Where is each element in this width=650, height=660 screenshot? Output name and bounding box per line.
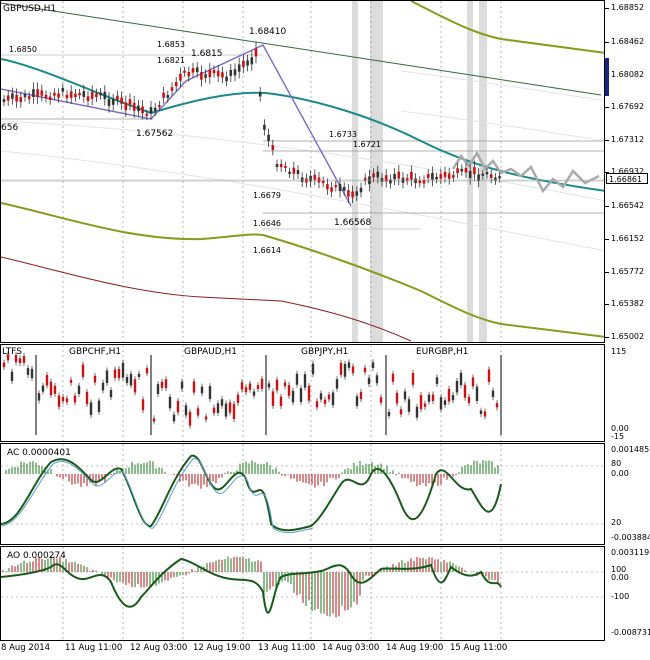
time-label: 8 Aug 2014 xyxy=(1,643,51,653)
current-price-tag: 1.66861 xyxy=(606,173,648,184)
scale-label: 80 xyxy=(611,459,622,468)
ltfs-pane[interactable]: LTFS GBPCHF,H1 GBPAUD,H1 GBPJPY,H1 EURGB… xyxy=(0,344,605,442)
ao-histogram xyxy=(2,556,499,618)
ac-canvas xyxy=(1,444,604,544)
ao-pane[interactable]: AO 0.000274 xyxy=(0,546,605,641)
level-label: 1.6850 xyxy=(9,45,37,54)
main-price-scale[interactable]: 1.68852 1.68462 1.68082 1.67692 1.67312 … xyxy=(605,0,650,343)
level-label: 1.6614 xyxy=(253,246,281,255)
ac-scale: 0.0014857 80 0.00 20 -0.003884 xyxy=(605,443,650,545)
scale-label: -100 xyxy=(611,592,630,601)
level-label: 1.68410 xyxy=(249,27,287,37)
scale-label: 0.00 xyxy=(611,573,629,582)
scale-label: 1.68852 xyxy=(611,3,645,12)
level-label: 1.6679 xyxy=(253,191,281,200)
ac-histogram xyxy=(2,460,499,489)
scale-label: -15 xyxy=(611,432,625,441)
ltfs-scale: 115 0.00 -15 xyxy=(605,344,650,442)
ltfs-canvas xyxy=(2,345,502,441)
ao-scale: 0.003119 100 0.00 -100 -0.008731 xyxy=(605,546,650,641)
time-label: 11 Aug 11:00 xyxy=(65,643,123,653)
scale-label: 1.66542 xyxy=(611,201,645,210)
scale-label: 0.003119 xyxy=(611,548,650,557)
scale-label: 1.68462 xyxy=(611,37,645,46)
time-label: 12 Aug 03:00 xyxy=(130,643,188,653)
scale-label: 20 xyxy=(611,518,622,527)
pair-label-gbpaud: GBPAUD,H1 xyxy=(184,347,238,357)
time-label: 15 Aug 11:00 xyxy=(450,643,508,653)
ac-pane[interactable]: AC 0.0000401 xyxy=(0,443,605,545)
time-label: 14 Aug 03:00 xyxy=(322,643,380,653)
ao-label: AO 0.000274 xyxy=(7,551,66,561)
time-label: 14 Aug 19:00 xyxy=(386,643,444,653)
level-label: 1.6821 xyxy=(157,56,185,65)
ltfs-candles xyxy=(2,351,499,429)
ltfs-label: LTFS xyxy=(2,347,23,357)
main-chart-canvas xyxy=(1,1,604,342)
level-label: 1.6721 xyxy=(353,140,381,149)
scale-label: -0.003884 xyxy=(611,533,650,542)
time-label: 13 Aug 11:00 xyxy=(258,643,316,653)
level-label: 1.6646 xyxy=(253,219,281,228)
pair-label-gbpjpy: GBPJPY,H1 xyxy=(301,347,349,357)
scale-label: 0.0014857 xyxy=(611,445,650,454)
time-label: 12 Aug 19:00 xyxy=(193,643,251,653)
level-label: 1.67562 xyxy=(136,129,174,139)
level-label: 1.6815 xyxy=(191,49,223,59)
level-label: 1.6853 xyxy=(157,40,185,49)
scale-label: 1.65002 xyxy=(611,332,645,341)
range-marker xyxy=(605,58,609,96)
chart-title: GBPUSD,H1 xyxy=(3,4,57,14)
level-label: 656 xyxy=(1,123,19,133)
scale-label: -0.008731 xyxy=(611,628,650,637)
scale-label: 1.66932 xyxy=(611,167,645,176)
ac-label: AC 0.0000401 xyxy=(7,448,71,458)
scale-label: 1.67692 xyxy=(611,102,645,111)
pair-label-eurgbp: EURGBP,H1 xyxy=(416,347,469,357)
price-candles xyxy=(2,41,501,204)
ao-canvas xyxy=(1,547,604,640)
level-label: 1.6733 xyxy=(329,130,357,139)
scale-label: 1.66152 xyxy=(611,234,645,243)
scale-label: 100 xyxy=(611,565,627,574)
level-label: 1.66568 xyxy=(334,218,372,228)
scale-label: 0.00 xyxy=(611,469,629,478)
scale-label: 1.65382 xyxy=(611,299,645,308)
scale-label: 115 xyxy=(611,347,627,356)
main-chart-pane[interactable]: GBPUSD,H1 1.6850 1.6853 1.6821 1.6815 1.… xyxy=(0,0,605,343)
scale-label: 1.68082 xyxy=(611,70,645,79)
scale-label: 0.00 xyxy=(611,424,629,433)
scale-label: 1.67312 xyxy=(611,135,645,144)
scale-label: 1.65772 xyxy=(611,267,645,276)
pair-label-gbpchf: GBPCHF,H1 xyxy=(69,347,122,357)
